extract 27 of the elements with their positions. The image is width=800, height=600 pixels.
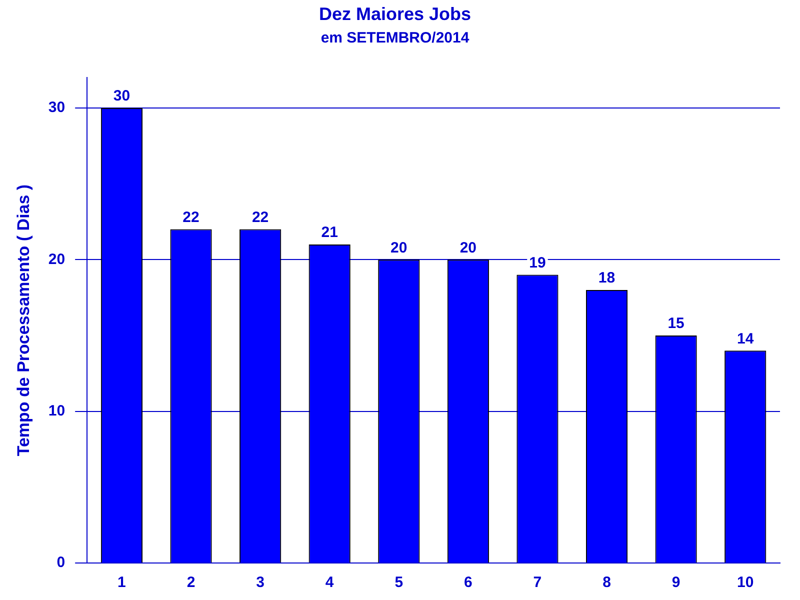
x-tick-label: 9 [672,574,680,592]
chart-subtitle: em SETEMBRO/2014 [320,30,470,47]
y-tick-label: 0 [56,554,66,572]
x-tick-label: 2 [186,574,196,592]
data-label: 20 [460,239,477,256]
x-tick-label: 3 [256,574,264,592]
data-label: 18 [598,270,616,287]
data-label: 22 [182,208,200,226]
y-tick-label: 10 [48,402,66,420]
x-tick-label: 7 [533,574,542,592]
y-tick-label: 30 [48,99,66,116]
data-label: 19 [529,254,546,272]
x-tick-label: 4 [325,574,334,592]
data-label: 30 [113,88,130,105]
data-label: 21 [321,224,338,242]
x-tick-label: 6 [464,574,472,592]
data-label: 20 [390,239,408,256]
x-tick-label: 8 [602,574,611,592]
data-label: 15 [668,315,684,332]
x-tick-label: 5 [394,574,404,592]
y-axis-title: Tempo de Processamento ( Dias ) [14,184,33,456]
data-label: 14 [737,330,754,348]
y-tick-label: 20 [48,250,66,268]
x-tick-label: 10 [737,574,754,592]
x-tick-label: 1 [118,574,126,592]
data-label: 22 [252,208,269,226]
chart-title: Dez Maiores Jobs [318,4,472,24]
